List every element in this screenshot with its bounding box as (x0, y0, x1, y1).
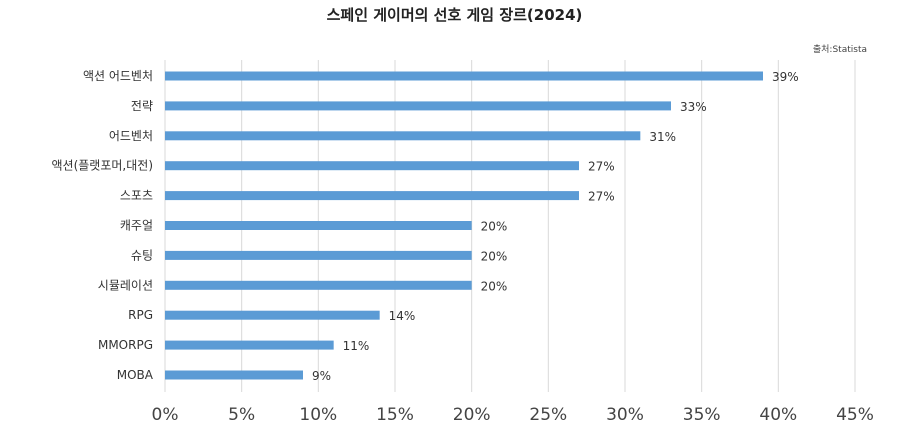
category-label-7: 시뮬레이션 (98, 278, 153, 292)
category-label-0: 액션 어드벤처 (83, 69, 153, 83)
value-label-3: 27% (588, 160, 615, 174)
category-label-1: 전략 (131, 99, 153, 113)
value-label-1: 33% (680, 100, 707, 114)
category-label-6: 슈팅 (131, 248, 153, 262)
bar-0 (165, 71, 763, 81)
bar-9 (165, 340, 334, 350)
bar-1 (165, 101, 671, 111)
x-tick-label-30: 30% (606, 405, 644, 425)
value-label-7: 20% (481, 279, 508, 293)
category-label-2: 어드벤처 (109, 129, 153, 143)
category-label-8: RPG (128, 308, 153, 322)
x-tick-label-15: 15% (376, 405, 414, 425)
value-label-4: 27% (588, 190, 615, 204)
x-tick-label-10: 10% (299, 405, 337, 425)
category-label-9: MMORPG (98, 338, 153, 352)
x-tick-label-45: 45% (836, 405, 874, 425)
category-label-3: 액션(플랫포머,대전) (52, 159, 154, 173)
value-label-6: 20% (481, 249, 508, 263)
bar-6 (165, 250, 472, 260)
bar-7 (165, 280, 472, 290)
value-label-9: 11% (343, 339, 370, 353)
bar-10 (165, 370, 303, 380)
x-tick-label-20: 20% (453, 405, 491, 425)
value-label-5: 20% (481, 220, 508, 234)
value-label-8: 14% (389, 309, 416, 323)
value-label-10: 9% (312, 369, 331, 383)
x-tick-label-40: 40% (759, 405, 797, 425)
chart-source: 출처:Statista (812, 45, 867, 55)
bar-3 (165, 161, 579, 171)
category-label-10: MOBA (117, 368, 154, 382)
bar-2 (165, 131, 641, 141)
category-label-5: 캐주얼 (120, 219, 153, 233)
bar-4 (165, 191, 579, 201)
chart-title: 스페인 게이머의 선호 게임 장르(2024) (326, 6, 583, 24)
bar-8 (165, 310, 380, 320)
value-label-2: 31% (649, 130, 676, 144)
x-tick-label-35: 35% (683, 405, 721, 425)
x-tick-label-0: 0% (152, 405, 179, 425)
bar-5 (165, 221, 472, 230)
category-label-4: 스포츠 (120, 189, 153, 203)
x-tick-label-25: 25% (529, 405, 567, 425)
x-tick-label-5: 5% (228, 405, 255, 425)
value-label-0: 39% (772, 70, 799, 84)
